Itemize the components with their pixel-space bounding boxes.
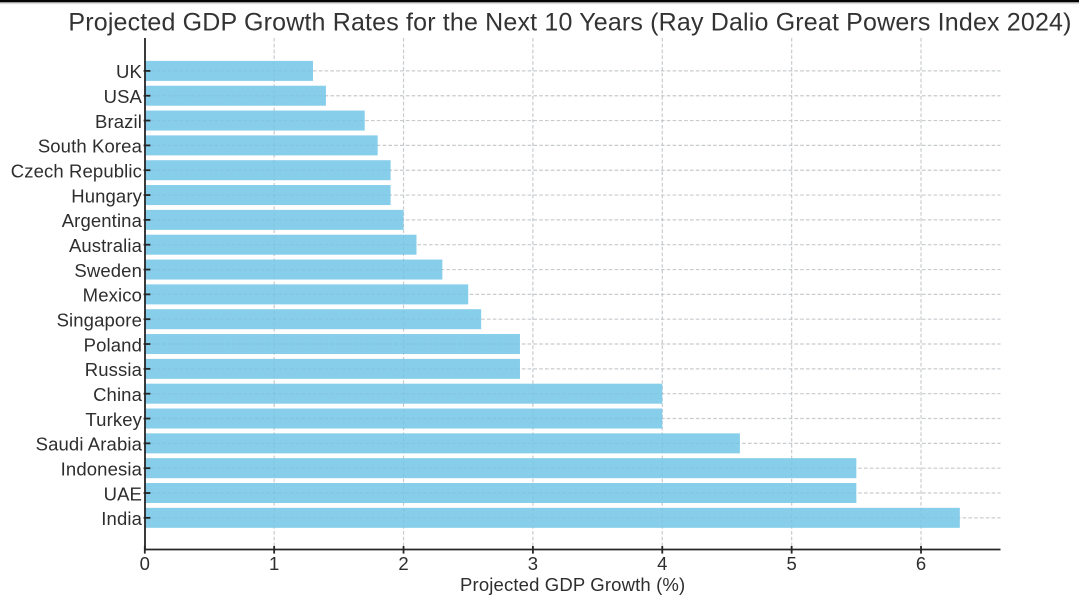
svg-text:Czech Republic: Czech Republic (11, 161, 142, 182)
svg-text:Projected GDP Growth (%): Projected GDP Growth (%) (460, 574, 685, 595)
svg-text:Singapore: Singapore (57, 310, 142, 331)
svg-text:3: 3 (528, 553, 538, 574)
svg-text:Turkey: Turkey (85, 409, 142, 430)
svg-text:USA: USA (104, 86, 143, 107)
svg-text:6: 6 (916, 553, 926, 574)
svg-text:Argentina: Argentina (62, 210, 143, 231)
svg-text:UAE: UAE (104, 483, 142, 504)
svg-text:Indonesia: Indonesia (61, 458, 143, 479)
svg-text:Brazil: Brazil (95, 111, 142, 132)
svg-text:South Korea: South Korea (38, 136, 143, 157)
svg-text:4: 4 (657, 553, 667, 574)
svg-text:Australia: Australia (69, 235, 143, 256)
svg-text:2: 2 (398, 553, 408, 574)
svg-text:India: India (101, 508, 142, 529)
svg-text:Saudi Arabia: Saudi Arabia (36, 434, 143, 455)
svg-text:Projected GDP Growth Rates for: Projected GDP Growth Rates for the Next … (68, 9, 1071, 37)
svg-text:Poland: Poland (84, 334, 142, 355)
svg-text:UK: UK (116, 61, 142, 82)
svg-text:1: 1 (269, 553, 279, 574)
svg-text:Hungary: Hungary (71, 185, 142, 206)
svg-text:Sweden: Sweden (74, 260, 142, 281)
svg-text:Russia: Russia (85, 359, 143, 380)
svg-text:0: 0 (140, 553, 150, 574)
svg-text:5: 5 (787, 553, 797, 574)
svg-text:Mexico: Mexico (83, 285, 142, 306)
svg-text:China: China (93, 384, 143, 405)
